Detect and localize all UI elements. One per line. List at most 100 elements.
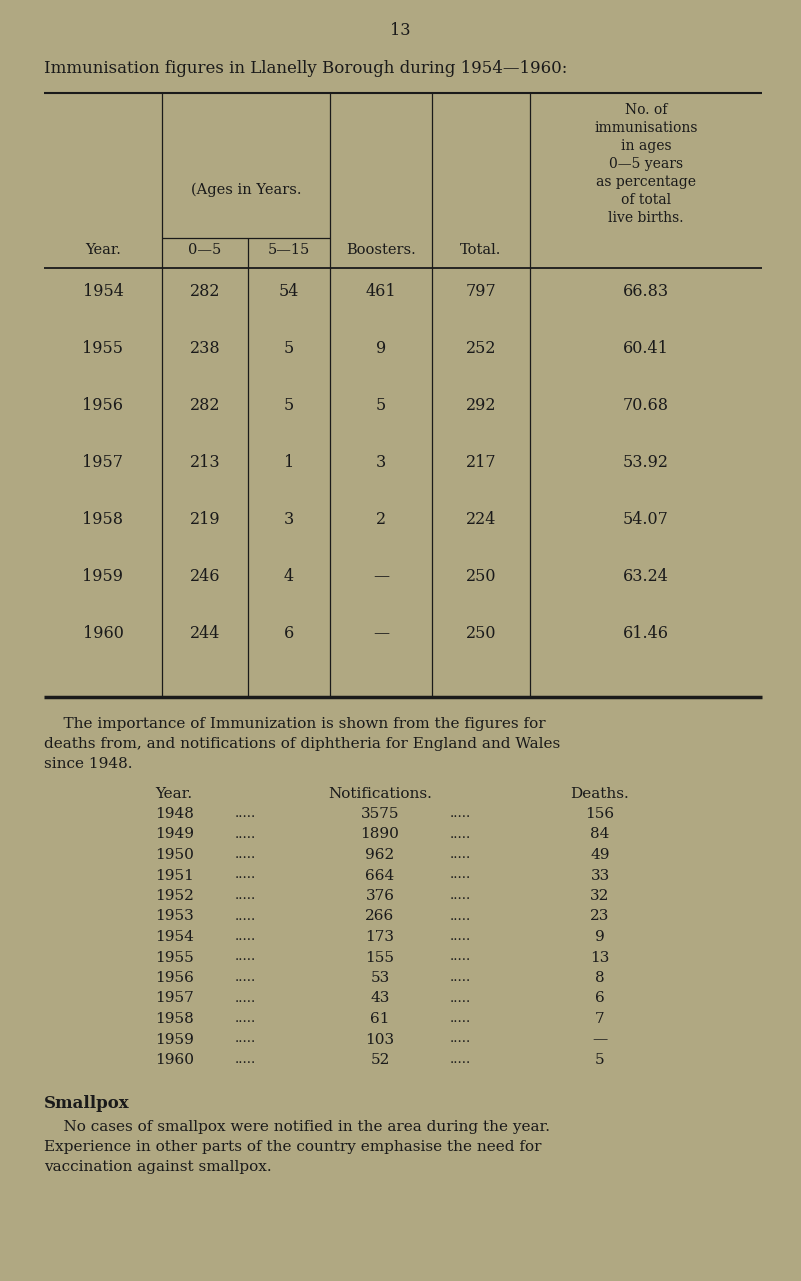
- Text: 461: 461: [366, 283, 396, 300]
- Text: 6: 6: [284, 625, 294, 642]
- Text: .....: .....: [235, 1012, 256, 1025]
- Text: 5: 5: [284, 397, 294, 414]
- Text: 156: 156: [586, 807, 614, 821]
- Text: 244: 244: [190, 625, 220, 642]
- Text: 53.92: 53.92: [623, 453, 669, 471]
- Text: 250: 250: [465, 625, 497, 642]
- Text: 61.46: 61.46: [623, 625, 669, 642]
- Text: 43: 43: [370, 991, 390, 1006]
- Text: 797: 797: [465, 283, 497, 300]
- Text: 0—5: 0—5: [188, 243, 222, 257]
- Text: 1956: 1956: [83, 397, 123, 414]
- Text: 282: 282: [190, 283, 220, 300]
- Text: 219: 219: [190, 511, 220, 528]
- Text: .....: .....: [235, 828, 256, 840]
- Text: .....: .....: [235, 971, 256, 984]
- Text: immunisations: immunisations: [594, 120, 698, 135]
- Text: deaths from, and notifications of diphtheria for England and Wales: deaths from, and notifications of diphth…: [44, 737, 560, 751]
- Text: 32: 32: [590, 889, 610, 903]
- Text: 1957: 1957: [83, 453, 123, 471]
- Text: —: —: [373, 567, 389, 585]
- Text: 1953: 1953: [155, 910, 194, 924]
- Text: since 1948.: since 1948.: [44, 757, 132, 771]
- Text: 61: 61: [370, 1012, 390, 1026]
- Text: .....: .....: [235, 1053, 256, 1066]
- Text: 66.83: 66.83: [623, 283, 669, 300]
- Text: Experience in other parts of the country emphasise the need for: Experience in other parts of the country…: [44, 1140, 541, 1153]
- Text: .....: .....: [450, 951, 471, 963]
- Text: 1954: 1954: [83, 283, 123, 300]
- Text: 13: 13: [590, 951, 610, 965]
- Text: .....: .....: [235, 930, 256, 943]
- Text: 5: 5: [284, 339, 294, 357]
- Text: 2: 2: [376, 511, 386, 528]
- Text: .....: .....: [235, 807, 256, 820]
- Text: Notifications.: Notifications.: [328, 787, 432, 801]
- Text: Smallpox: Smallpox: [44, 1095, 130, 1112]
- Text: .....: .....: [450, 1053, 471, 1066]
- Text: 84: 84: [590, 828, 610, 842]
- Text: 63.24: 63.24: [623, 567, 669, 585]
- Text: 282: 282: [190, 397, 220, 414]
- Text: Year.: Year.: [155, 787, 192, 801]
- Text: .....: .....: [235, 910, 256, 922]
- Text: .....: .....: [450, 869, 471, 881]
- Text: 1956: 1956: [155, 971, 194, 985]
- Text: .....: .....: [450, 807, 471, 820]
- Text: 1958: 1958: [155, 1012, 194, 1026]
- Text: 5—15: 5—15: [268, 243, 310, 257]
- Text: 224: 224: [466, 511, 496, 528]
- Text: .....: .....: [235, 869, 256, 881]
- Text: 60.41: 60.41: [623, 339, 669, 357]
- Text: 7: 7: [595, 1012, 605, 1026]
- Text: 5: 5: [595, 1053, 605, 1067]
- Text: 1: 1: [284, 453, 294, 471]
- Text: No. of: No. of: [625, 102, 667, 117]
- Text: 8: 8: [595, 971, 605, 985]
- Text: .....: .....: [450, 971, 471, 984]
- Text: in ages: in ages: [621, 140, 671, 152]
- Text: 266: 266: [365, 910, 395, 924]
- Text: 1959: 1959: [83, 567, 123, 585]
- Text: 54.07: 54.07: [623, 511, 669, 528]
- Text: The importance of Immunization is shown from the figures for: The importance of Immunization is shown …: [44, 717, 545, 731]
- Text: (Ages in Years.: (Ages in Years.: [191, 183, 301, 197]
- Text: 376: 376: [365, 889, 395, 903]
- Text: 3: 3: [376, 453, 386, 471]
- Text: .....: .....: [450, 930, 471, 943]
- Text: 155: 155: [365, 951, 395, 965]
- Text: 1951: 1951: [155, 869, 194, 883]
- Text: .....: .....: [450, 828, 471, 840]
- Text: 1960: 1960: [155, 1053, 194, 1067]
- Text: 1948: 1948: [155, 807, 194, 821]
- Text: 1960: 1960: [83, 625, 123, 642]
- Text: .....: .....: [235, 889, 256, 902]
- Text: 23: 23: [590, 910, 610, 924]
- Text: 1955: 1955: [83, 339, 123, 357]
- Text: 1955: 1955: [155, 951, 194, 965]
- Text: 1949: 1949: [155, 828, 194, 842]
- Text: .....: .....: [235, 951, 256, 963]
- Text: .....: .....: [450, 889, 471, 902]
- Text: 1950: 1950: [155, 848, 194, 862]
- Text: 250: 250: [465, 567, 497, 585]
- Text: 213: 213: [190, 453, 220, 471]
- Text: —: —: [593, 1032, 608, 1047]
- Text: 9: 9: [595, 930, 605, 944]
- Text: 664: 664: [365, 869, 395, 883]
- Text: 49: 49: [590, 848, 610, 862]
- Text: .....: .....: [450, 1012, 471, 1025]
- Text: vaccination against smallpox.: vaccination against smallpox.: [44, 1159, 272, 1173]
- Text: 53: 53: [370, 971, 389, 985]
- Text: 4: 4: [284, 567, 294, 585]
- Text: .....: .....: [235, 991, 256, 1004]
- Text: —: —: [373, 625, 389, 642]
- Text: 54: 54: [279, 283, 300, 300]
- Text: 238: 238: [190, 339, 220, 357]
- Text: 1958: 1958: [83, 511, 123, 528]
- Text: 1952: 1952: [155, 889, 194, 903]
- Text: 3: 3: [284, 511, 294, 528]
- Text: .....: .....: [450, 991, 471, 1004]
- Text: 33: 33: [590, 869, 610, 883]
- Text: .....: .....: [235, 848, 256, 861]
